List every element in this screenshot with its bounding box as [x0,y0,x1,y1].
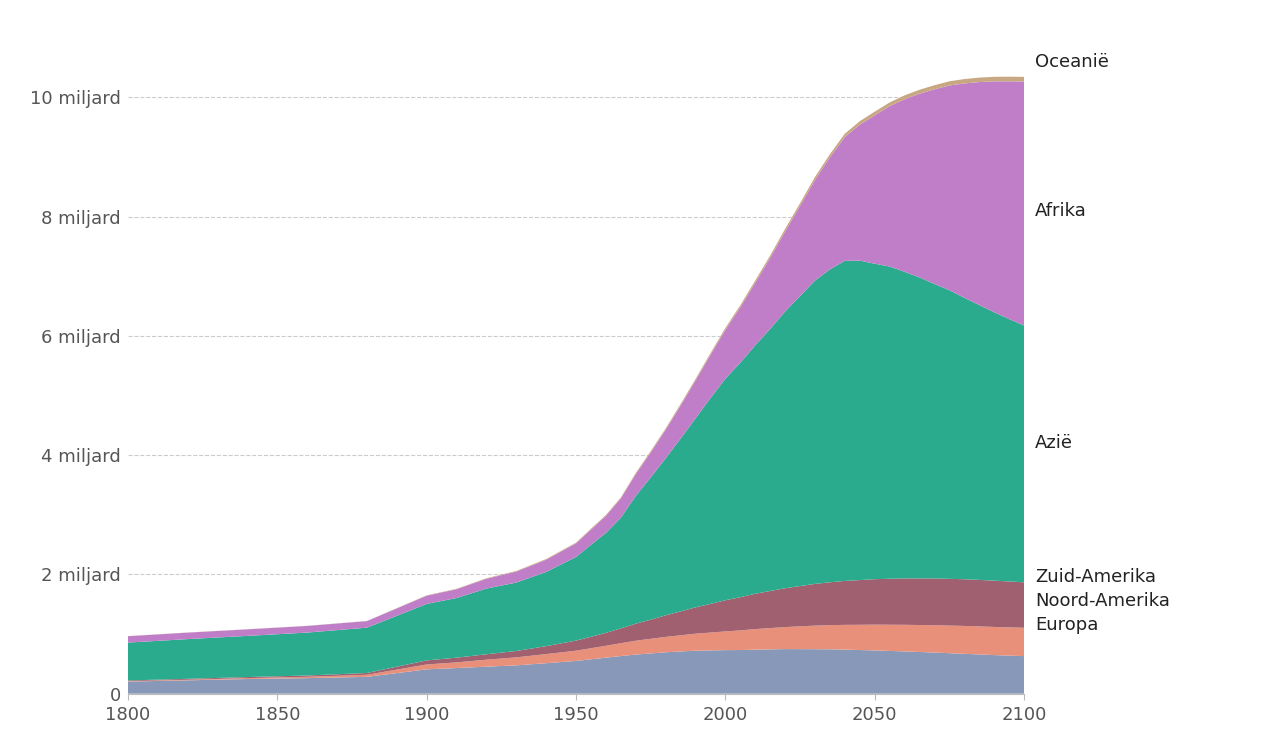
Text: Oceanië: Oceanië [1036,53,1108,71]
Text: Azië: Azië [1036,434,1073,452]
Text: Afrika: Afrika [1036,201,1087,219]
Text: Noord-Amerika: Noord-Amerika [1036,592,1170,610]
Text: Europa: Europa [1036,616,1098,634]
Text: Zuid-Amerika: Zuid-Amerika [1036,568,1156,586]
